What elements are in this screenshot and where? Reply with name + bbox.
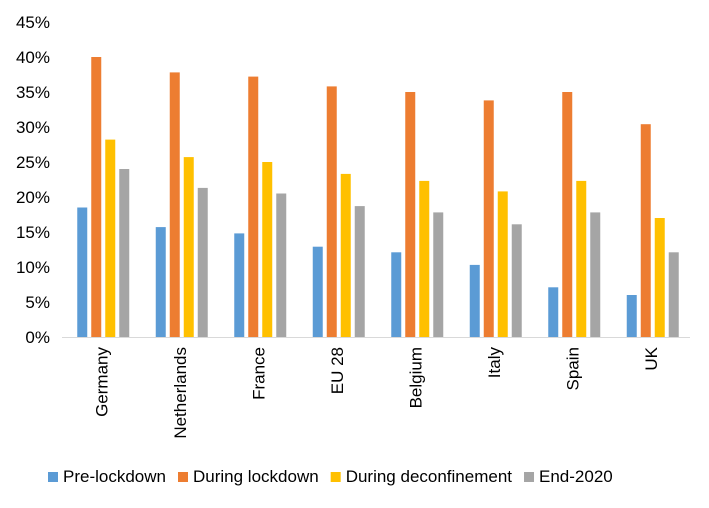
bar-eu-28-pre-lockdown (312, 246, 323, 337)
bar-france-during-lockdown (248, 76, 259, 337)
bar-belgium-pre-lockdown (391, 252, 402, 337)
bar-belgium-end-2020 (433, 212, 444, 337)
bar-germany-during-lockdown (91, 57, 102, 337)
y-tick-label: 0% (25, 328, 50, 347)
bar-france-end-2020 (276, 193, 287, 337)
legend-label: During deconfinement (346, 467, 513, 486)
x-tick-label: EU 28 (328, 347, 347, 394)
bar-italy-during-deconfinement (497, 191, 508, 337)
legend: Pre-lockdown During lockdown During deconf… (48, 467, 613, 486)
x-tick-label: Germany (93, 347, 112, 417)
bar-germany-end-2020 (119, 169, 130, 337)
y-tick-label: 5% (25, 293, 50, 312)
y-tick-label: 40% (16, 48, 50, 67)
x-tick-label: France (250, 347, 269, 400)
legend-swatch (524, 472, 535, 482)
legend-swatch (48, 472, 58, 482)
y-axis-ticks: 0% 5% 10% 15% 20% 25% 30% 35% 40% 45% (16, 13, 50, 347)
y-tick-label: 10% (16, 258, 50, 277)
bar-belgium-during-lockdown (405, 92, 416, 337)
bar-belgium-during-deconfinement (419, 180, 430, 337)
bar-france-during-deconfinement (262, 162, 273, 337)
bar-netherlands-end-2020 (197, 187, 208, 337)
bar-eu-28-end-2020 (354, 206, 365, 337)
bar-netherlands-during-deconfinement (183, 157, 194, 337)
y-tick-label: 45% (16, 13, 50, 32)
legend-label: Pre-lockdown (63, 467, 166, 486)
y-tick-label: 25% (16, 153, 50, 172)
bar-eu-28-during-lockdown (326, 86, 337, 338)
legend-label: During lockdown (193, 467, 319, 486)
bar-series-group (77, 57, 679, 338)
bar-italy-end-2020 (511, 224, 522, 337)
y-tick-label: 15% (16, 223, 50, 242)
bar-netherlands-pre-lockdown (155, 227, 166, 337)
bar-eu-28-during-deconfinement (340, 173, 351, 337)
legend-label: End-2020 (539, 467, 613, 486)
bar-spain-during-deconfinement (576, 180, 587, 337)
y-tick-label: 35% (16, 83, 50, 102)
bar-france-pre-lockdown (234, 233, 245, 337)
bar-uk-pre-lockdown (626, 295, 637, 337)
bar-germany-pre-lockdown (77, 207, 88, 337)
bar-italy-during-lockdown (483, 100, 494, 338)
bar-italy-pre-lockdown (469, 264, 480, 337)
x-axis-labels: Germany Netherlands France EU 28 Belgium Ital… (93, 346, 662, 438)
bar-spain-end-2020 (590, 212, 601, 337)
x-tick-label: Netherlands (171, 347, 190, 439)
bar-uk-during-lockdown (640, 124, 651, 337)
x-tick-label: Belgium (407, 347, 426, 408)
bar-uk-during-deconfinement (654, 218, 665, 337)
bar-germany-during-deconfinement (105, 139, 116, 337)
bar-spain-pre-lockdown (548, 287, 559, 337)
y-tick-label: 20% (16, 188, 50, 207)
legend-swatch (330, 472, 341, 482)
bar-spain-during-lockdown (562, 92, 573, 337)
legend-swatch (178, 472, 188, 482)
x-tick-label: Spain (564, 347, 583, 390)
bar-uk-end-2020 (668, 252, 679, 337)
bar-netherlands-during-lockdown (169, 72, 180, 338)
y-tick-label: 30% (16, 118, 50, 137)
x-tick-label: UK (642, 346, 661, 370)
x-tick-label: Italy (485, 347, 504, 379)
